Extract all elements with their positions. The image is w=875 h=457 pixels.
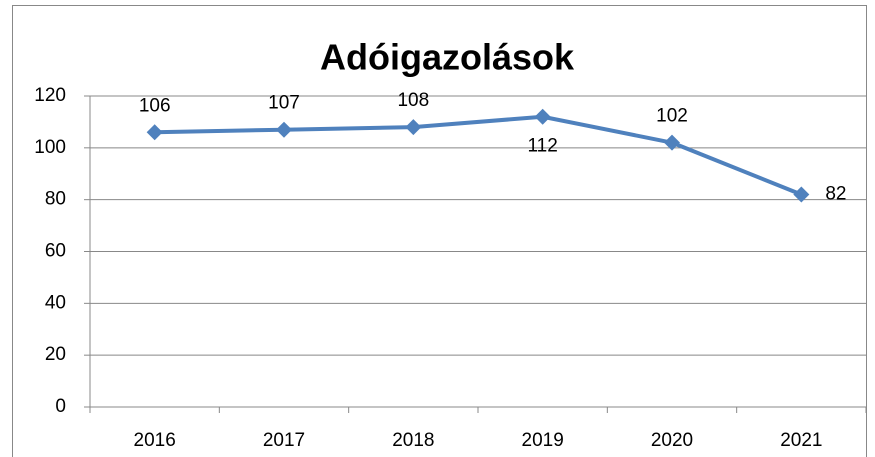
marker — [276, 121, 292, 138]
x-tick-label: 2016 — [134, 430, 176, 451]
data-label: 112 — [528, 136, 558, 157]
marker — [664, 134, 680, 151]
y-tick-label: 120 — [34, 85, 66, 106]
y-tick-label: 20 — [45, 344, 66, 365]
line — [154, 114, 803, 197]
x-tick-label: 2017 — [263, 430, 305, 451]
x-tick-label: 2019 — [522, 430, 564, 451]
chart-frame — [12, 5, 867, 457]
y-tick-label: 80 — [45, 189, 66, 210]
data-label: 108 — [397, 90, 429, 111]
y-tick-label: 40 — [45, 292, 66, 313]
marker — [534, 108, 551, 125]
data-label: 107 — [268, 93, 300, 114]
y-tick-label: 0 — [55, 396, 66, 417]
data-label: 102 — [656, 106, 688, 127]
data-label: 106 — [139, 95, 171, 116]
y-tick-label: 100 — [34, 137, 66, 158]
x-tick-label: 2018 — [392, 430, 434, 451]
marker — [405, 119, 422, 136]
chart-title: Adóigazolások — [320, 37, 575, 78]
marker — [793, 186, 810, 203]
x-tick-label: 2020 — [651, 430, 693, 451]
marker — [146, 124, 163, 141]
y-tick-label: 60 — [45, 241, 66, 262]
data-label: 82 — [825, 183, 846, 204]
x-tick-label: 2021 — [780, 430, 822, 451]
